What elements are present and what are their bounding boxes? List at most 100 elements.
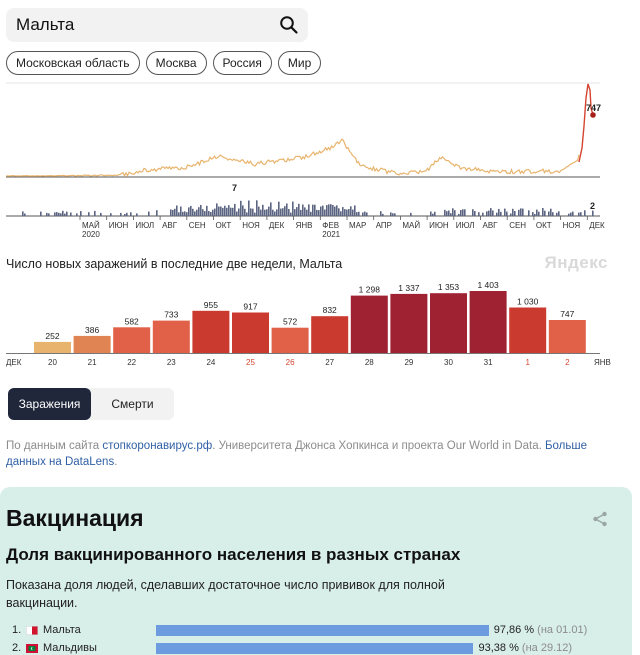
year-label: 2020: [82, 230, 100, 239]
source-site-link[interactable]: стопкоронавирус.рф: [102, 440, 213, 452]
search-bar[interactable]: Мальта: [6, 8, 308, 42]
month-label: ОКТ: [216, 221, 232, 230]
list-item[interactable]: 2. Мальдивы 93,38 % (на 29.12): [0, 642, 632, 655]
death-bar: [544, 210, 546, 216]
death-bar: [204, 211, 206, 216]
region-chip-world[interactable]: Мир: [277, 51, 322, 75]
vaccination-card: Вакцинация Доля вакцинированного населен…: [0, 487, 632, 655]
death-bar: [186, 212, 188, 216]
death-bar: [262, 204, 264, 216]
death-bar: [528, 210, 530, 216]
death-bar: [472, 209, 474, 216]
death-bar: [354, 205, 356, 216]
tab-cases[interactable]: Заражения: [8, 388, 91, 420]
death-bar: [60, 213, 62, 216]
bar-day-22[interactable]: [113, 327, 151, 353]
death-bar: [120, 212, 122, 216]
axis-end-label: ЯНВ: [594, 358, 611, 367]
bar-day-24[interactable]: [192, 310, 230, 353]
bar-day-28[interactable]: [350, 295, 388, 353]
death-bar: [460, 210, 462, 216]
datalens-link[interactable]: Больше данных на DataLens: [6, 440, 587, 468]
bar-day-1[interactable]: [509, 307, 547, 354]
bar-day-27[interactable]: [311, 316, 349, 353]
death-bar: [224, 205, 226, 216]
share-icon[interactable]: [592, 511, 608, 527]
death-bar: [176, 205, 178, 216]
death-bar: [342, 207, 344, 216]
search-input[interactable]: Мальта: [16, 15, 75, 34]
death-bar: [326, 205, 328, 216]
death-bar: [498, 208, 500, 216]
region-chip-moscow[interactable]: Москва: [145, 51, 207, 75]
death-bar: [182, 211, 184, 216]
death-bar: [542, 208, 544, 216]
search-icon[interactable]: [279, 15, 299, 35]
death-bar: [124, 214, 126, 216]
death-bar: [56, 212, 58, 216]
death-bar: [210, 212, 212, 216]
death-bar: [88, 212, 90, 216]
death-bar: [332, 205, 334, 216]
bar-day-20[interactable]: [34, 341, 71, 353]
death-bar: [356, 212, 358, 216]
month-label: АВГ: [483, 221, 499, 230]
list-item[interactable]: 1. Мальта 97,86 % (на 01.01): [0, 624, 632, 638]
death-bar: [496, 212, 498, 216]
tab-deaths[interactable]: Смерти: [111, 397, 154, 411]
month-label: СЕН: [509, 221, 526, 230]
death-bar: [80, 211, 82, 216]
bar-category-label: 2: [565, 358, 570, 367]
death-bar: [198, 207, 200, 216]
deaths-peak-label: 7: [232, 183, 237, 193]
death-bar: [316, 209, 318, 216]
bar-day-23[interactable]: [152, 320, 190, 353]
death-bar: [178, 212, 180, 216]
country-name: Мальта: [43, 624, 81, 636]
bar-value-label: 572: [283, 317, 297, 327]
death-bar: [24, 213, 26, 216]
region-chip-moscow-oblast[interactable]: Московская область: [6, 51, 140, 75]
death-bar: [276, 209, 278, 216]
death-bar: [256, 200, 258, 216]
death-bar: [474, 211, 476, 216]
death-bar: [254, 212, 256, 216]
death-bar: [448, 210, 450, 216]
bar-day-30[interactable]: [430, 293, 467, 353]
death-bar: [156, 210, 158, 216]
death-bar: [314, 204, 316, 216]
death-bar: [22, 211, 24, 216]
region-chip-russia[interactable]: Россия: [212, 51, 272, 75]
death-bar: [172, 209, 174, 216]
source-middle: . Университета Джонса Хопкинса и проекта…: [212, 440, 545, 452]
death-bar: [380, 211, 382, 216]
death-bar: [324, 209, 326, 216]
bar-day-21[interactable]: [73, 335, 111, 353]
source-prefix: По данным сайта: [6, 440, 103, 452]
bar-day-29[interactable]: [390, 293, 428, 353]
bar-day-2[interactable]: [548, 320, 586, 353]
death-bar: [242, 205, 244, 216]
death-bar: [222, 207, 224, 216]
month-label: ОКТ: [536, 221, 552, 230]
death-bar: [444, 209, 446, 216]
bar-value-label: 1 353: [438, 282, 460, 292]
death-bar: [432, 213, 434, 216]
death-bar: [556, 212, 558, 216]
death-bar: [130, 212, 132, 216]
death-bar: [320, 206, 322, 216]
bar-day-26[interactable]: [271, 327, 309, 353]
bar-day-25[interactable]: [232, 312, 269, 354]
death-bar: [568, 213, 570, 216]
death-bar: [64, 213, 66, 216]
death-bar: [558, 211, 560, 216]
death-bar: [348, 209, 350, 216]
death-bar: [434, 211, 436, 216]
death-bar: [464, 209, 466, 216]
death-bar: [218, 206, 220, 216]
month-label: ИЮЛ: [135, 221, 154, 230]
death-bar: [250, 208, 252, 216]
bar-day-31[interactable]: [469, 291, 507, 353]
death-bar: [410, 212, 412, 216]
